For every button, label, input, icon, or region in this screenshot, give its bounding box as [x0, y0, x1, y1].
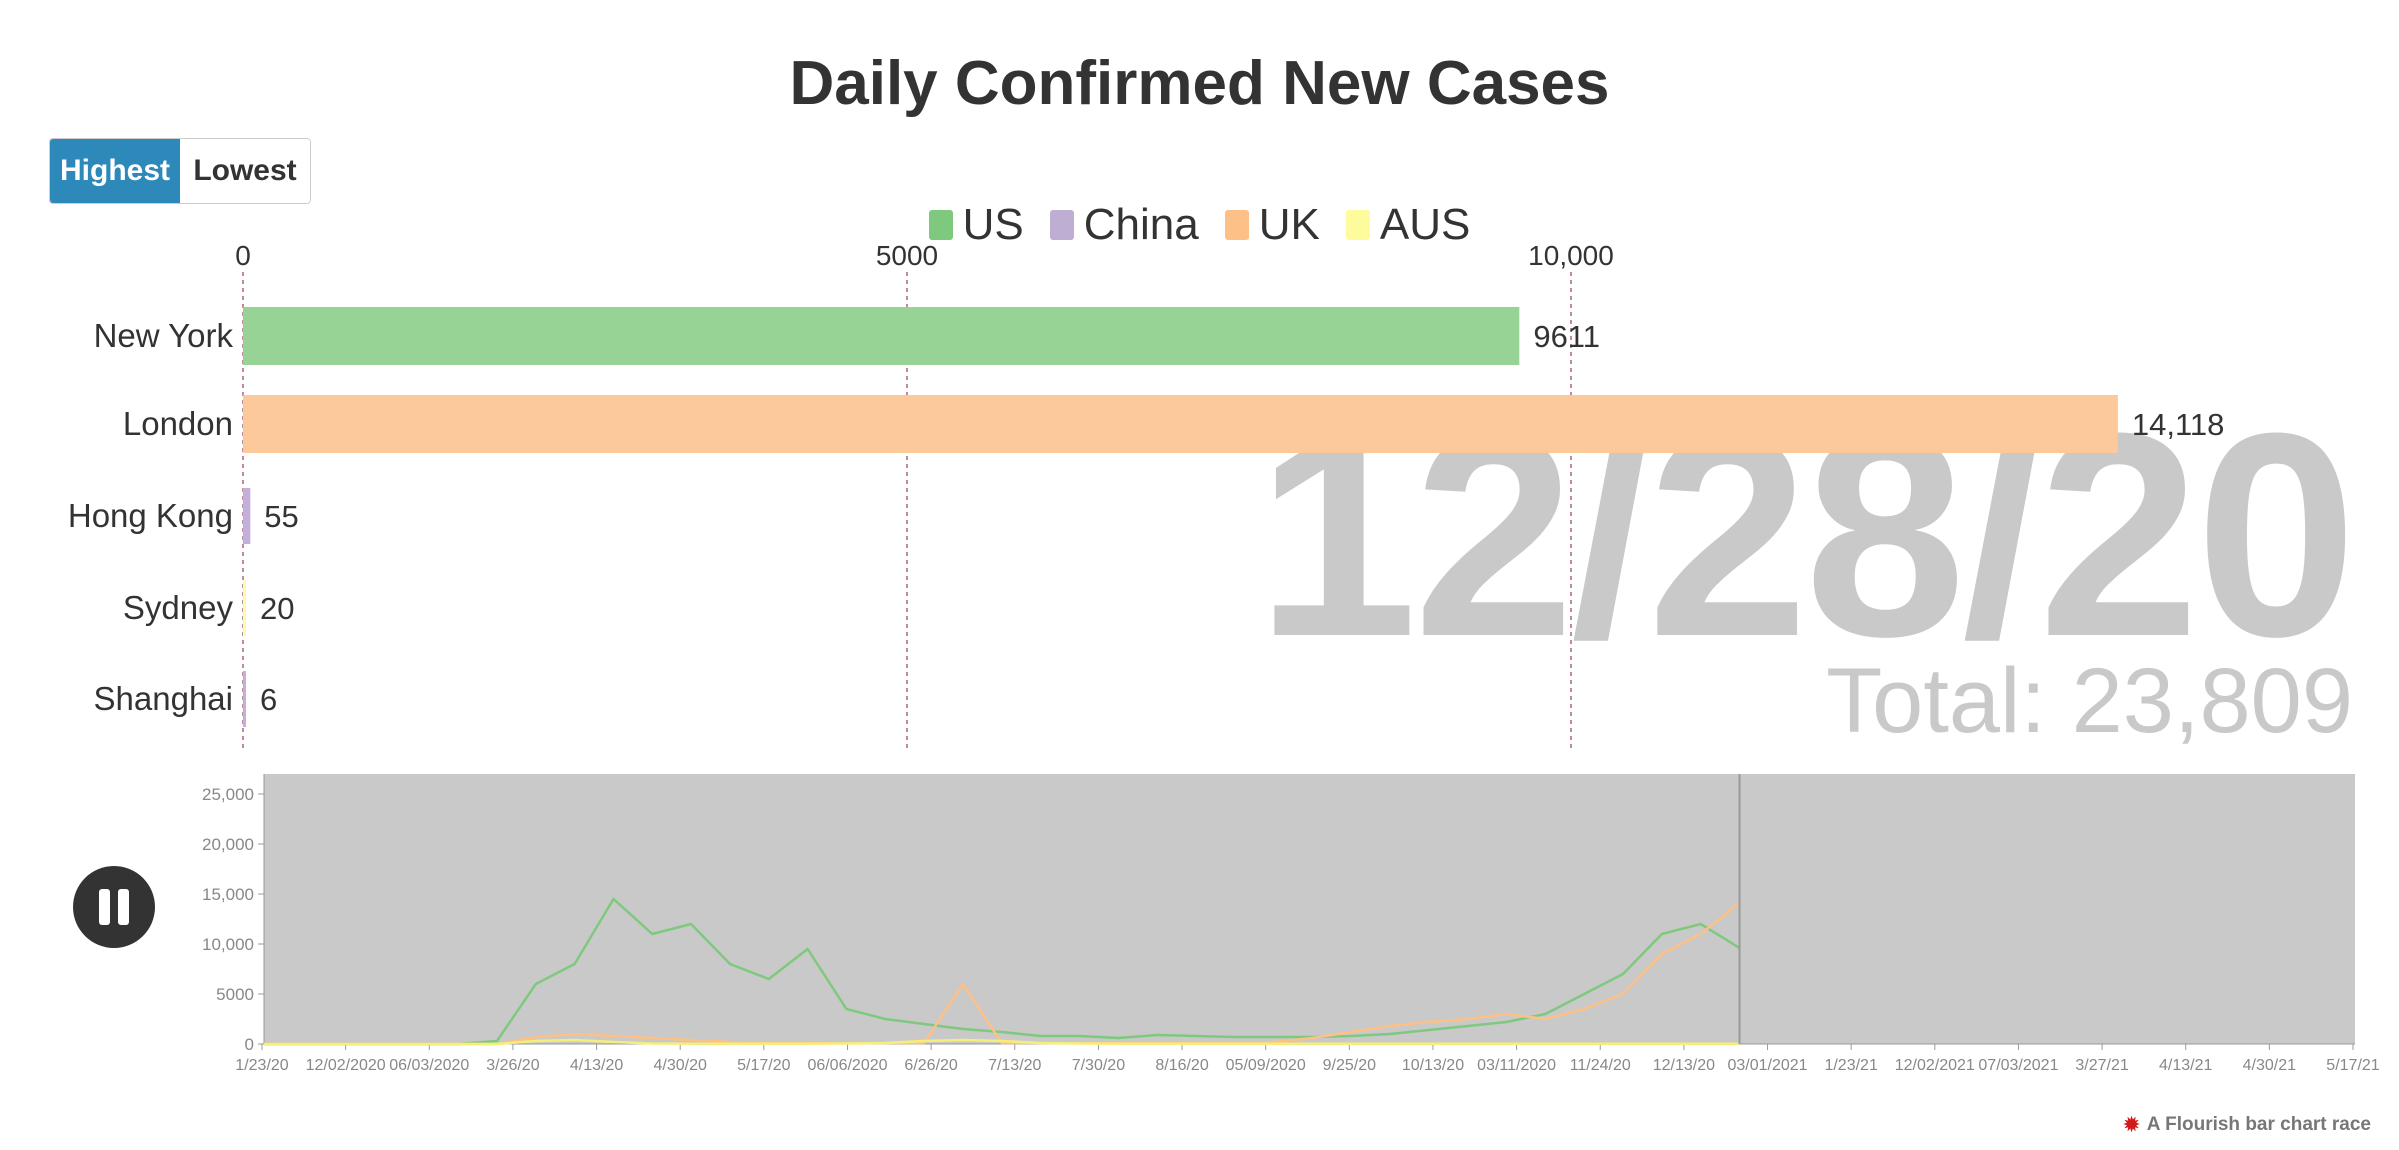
timeline-series-us [264, 897, 1741, 1046]
x-tick-label: 3/26/20 [486, 1057, 539, 1074]
bar-value-label: 6 [260, 682, 277, 717]
credit-text: A Flourish bar chart race [2146, 1114, 2371, 1135]
y-tick-label: 10,000 [202, 935, 254, 954]
x-tick-label: 12/02/2020 [306, 1057, 386, 1074]
bar-category-label: London [123, 405, 233, 442]
flourish-logo-icon: ✹ [2122, 1112, 2141, 1137]
y-tick-label: 15,000 [202, 885, 254, 904]
x-tick-label: 12/02/2021 [1895, 1057, 1975, 1074]
bar-london [243, 395, 2118, 453]
legend-item-aus[interactable]: AUS [1345, 200, 1471, 250]
timeline-background [264, 774, 2355, 1044]
x-tick-label: 07/03/2021 [1978, 1057, 2058, 1074]
sort-toggle: Highest Lowest [49, 138, 311, 204]
x-tick-label: 06/06/2020 [807, 1057, 887, 1074]
legend-label-aus: AUS [1379, 200, 1471, 249]
y-tick-label: 5000 [216, 985, 254, 1004]
x-tick-label: 10/13/20 [1402, 1057, 1464, 1074]
bar-category-label: Hong Kong [68, 497, 233, 534]
legend-swatch-us [928, 210, 953, 240]
x-tick-label: 7/13/20 [988, 1057, 1041, 1074]
x-tick-label: 5000 [876, 240, 938, 271]
timeline-series-aus [264, 1038, 1740, 1046]
x-tick-label: 9/25/20 [1323, 1057, 1376, 1074]
x-tick-label: 0 [235, 240, 251, 271]
bar-value-label: 9611 [1533, 319, 1600, 354]
timeline-chart[interactable]: 0 5000 10,000 15,000 20,000 25,000 1/23/20 12/0… [0, 760, 2399, 1080]
x-tick-label: 12/13/20 [1653, 1057, 1715, 1074]
bar-value-label: 55 [264, 499, 298, 534]
y-tick-label: 25,000 [202, 785, 254, 804]
legend-swatch-aus [1345, 210, 1370, 240]
bar-category-label: Sydney [123, 589, 234, 626]
bar-shanghai [243, 671, 246, 727]
legend-item-china[interactable]: China [1049, 200, 1199, 250]
x-tick-label: 4/13/20 [570, 1057, 623, 1074]
legend-item-uk[interactable]: UK [1224, 200, 1320, 250]
legend-item-us[interactable]: US [928, 200, 1024, 250]
flourish-credit[interactable]: ✹ A Flourish bar chart race [2122, 1112, 2371, 1138]
y-tick-label: 20,000 [202, 835, 254, 854]
legend: US China UK AUS [0, 200, 2399, 250]
lowest-button[interactable]: Lowest [180, 139, 310, 203]
x-tick-label: 5/17/21 [2326, 1057, 2379, 1074]
bar-sydney [243, 580, 246, 636]
legend-label-us: US [962, 200, 1024, 249]
x-tick-label: 7/30/20 [1072, 1057, 1125, 1074]
pause-icon [95, 889, 133, 925]
bar-category-label: Shanghai [94, 680, 233, 717]
x-tick-label: 3/27/21 [2075, 1057, 2128, 1074]
x-tick-label: 06/03/2020 [389, 1057, 469, 1074]
bar-category-label: New York [94, 317, 234, 354]
x-tick-label: 4/13/21 [2159, 1057, 2212, 1074]
x-tick-label: 11/24/20 [1570, 1057, 1631, 1074]
x-tick-label: 1/23/21 [1824, 1057, 1877, 1074]
x-tick-label: 1/23/20 [235, 1057, 288, 1074]
legend-label-china: China [1083, 200, 1199, 249]
total-label: Total: 23,809 [1826, 650, 2353, 752]
y-tick-label: 0 [245, 1035, 254, 1054]
x-tick-label: 05/09/2020 [1226, 1057, 1306, 1074]
x-tick-label: 8/16/20 [1155, 1057, 1208, 1074]
x-tick-label: 03/01/2021 [1727, 1057, 1807, 1074]
chart-title: Daily Confirmed New Cases [789, 49, 1610, 118]
x-tick-label: 6/26/20 [904, 1057, 957, 1074]
x-tick-label: 4/30/21 [2243, 1057, 2296, 1074]
bar-chart: 0 5000 10,000 New York 9611 London 14,118 Hong … [68, 240, 2225, 750]
highest-button[interactable]: Highest [50, 139, 180, 203]
x-tick-label: 10,000 [1528, 240, 1614, 271]
bar-hong-kong [243, 488, 251, 544]
legend-label-uk: UK [1258, 200, 1320, 249]
x-tick-label: 4/30/20 [654, 1057, 707, 1074]
pause-button[interactable] [73, 866, 155, 948]
bar-value-label: 20 [260, 591, 294, 626]
legend-swatch-china [1049, 210, 1074, 240]
bar-new-york [243, 307, 1520, 365]
bar-value-label: 14,118 [2132, 407, 2225, 442]
x-tick-label: 5/17/20 [737, 1057, 790, 1074]
timeline-series-uk [264, 901, 1741, 1046]
x-tick-label: 03/11/2020 [1477, 1057, 1556, 1074]
legend-swatch-uk [1224, 210, 1249, 240]
